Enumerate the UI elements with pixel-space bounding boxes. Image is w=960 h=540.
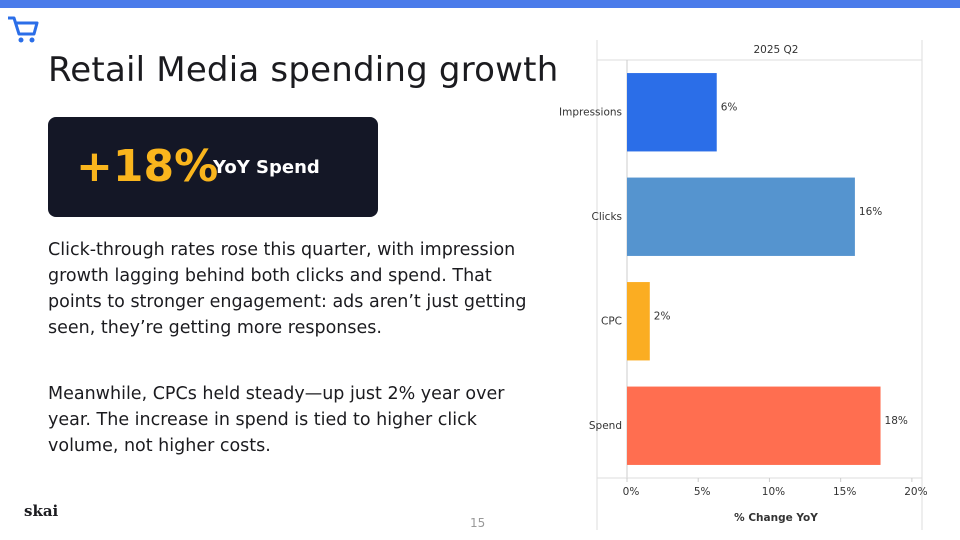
kpi-box: +18% YoY Spend [48, 117, 378, 217]
data-label: 18% [885, 415, 908, 427]
kpi-value: +18% [76, 141, 219, 192]
bar [627, 177, 855, 256]
y-tick-label: Impressions [559, 106, 622, 118]
x-axis-label: % Change YoY [734, 512, 818, 524]
x-tick-label: 10% [762, 486, 785, 498]
kpi-label: YoY Spend [213, 157, 320, 178]
data-label: 2% [654, 310, 671, 322]
slide-title: Retail Media spending growth [48, 50, 559, 90]
cart-icon [8, 16, 39, 43]
paragraph: Click-through rates rose this quarter, w… [48, 240, 527, 338]
data-label: 16% [859, 206, 882, 218]
chart-title: 2025 Q2 [753, 44, 798, 56]
bar [627, 73, 717, 152]
paragraph: Meanwhile, CPCs held steady—up just 2% y… [48, 384, 505, 456]
bar [627, 282, 650, 361]
x-tick-label: 5% [694, 486, 711, 498]
logo: skai [24, 502, 59, 520]
y-tick-label: Clicks [592, 211, 623, 223]
x-tick-label: 15% [833, 486, 856, 498]
data-label: 6% [721, 101, 738, 113]
page-number: 15 [470, 516, 486, 530]
x-tick-label: 20% [904, 486, 927, 498]
x-tick-label: 0% [623, 486, 640, 498]
y-tick-label: CPC [601, 315, 622, 327]
bar [627, 386, 881, 465]
top-bar [0, 0, 960, 8]
y-tick-label: Spend [589, 420, 622, 432]
